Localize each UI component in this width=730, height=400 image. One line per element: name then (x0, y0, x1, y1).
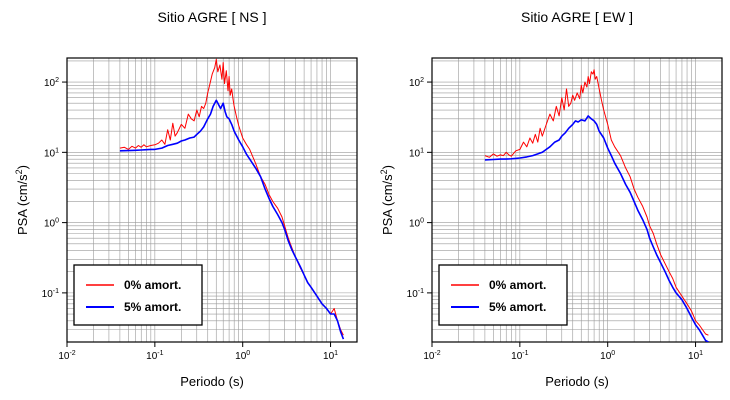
legend-box (438, 264, 568, 326)
y-axis-label: PSA (cm/s2) (379, 165, 395, 235)
legend: 0% amort. 5% amort. (73, 264, 203, 326)
y-tick-label: 10-1 (42, 288, 59, 300)
series-line-red (484, 69, 709, 336)
legend-box (73, 264, 203, 326)
x-tick-label: 10-2 (58, 350, 75, 362)
x-tick-label: 100 (600, 350, 615, 362)
grid (66, 58, 358, 343)
series-line-blue (119, 99, 345, 340)
y-tick-label: 102 (409, 77, 424, 89)
y-tick-label: 100 (409, 218, 424, 230)
chart-title: Sitio AGRE [ NS ] (158, 9, 267, 25)
legend-label: 0% amort. (124, 278, 181, 292)
legend: 0% amort. 5% amort. (438, 264, 568, 326)
x-tick-label: 101 (688, 350, 703, 362)
x-tick-label: 10-1 (511, 350, 528, 362)
legend-label: 5% amort. (124, 300, 181, 314)
x-tick-label: 10-1 (146, 350, 163, 362)
y-axis-label: PSA (cm/s2) (14, 165, 30, 235)
y-tick-label: 102 (44, 77, 59, 89)
legend-label: 0% amort. (489, 278, 546, 292)
panel-ew: Sitio AGRE [ EW ] 10-2 10-1 100 101 10-1 100 10… (379, 9, 723, 389)
y-tick-label: 10-1 (407, 288, 424, 300)
y-tick-label: 100 (44, 218, 59, 230)
panel-ns: Sitio AGRE [ NS ] 10-2 10-1 100 101 10-1 100 10… (14, 9, 358, 389)
x-tick-label: 100 (235, 350, 250, 362)
series-line-blue (484, 115, 709, 342)
y-tick-label: 101 (44, 147, 59, 159)
chart-title: Sitio AGRE [ EW ] (521, 9, 633, 25)
x-tick-label: 10-2 (423, 350, 440, 362)
legend-label: 5% amort. (489, 300, 546, 314)
y-tick-label: 101 (409, 147, 424, 159)
x-axis-label: Periodo (s) (180, 374, 244, 389)
plot-frame (431, 57, 723, 343)
x-tick-label: 101 (323, 350, 338, 362)
plot-frame (66, 57, 358, 343)
x-axis-label: Periodo (s) (545, 374, 609, 389)
